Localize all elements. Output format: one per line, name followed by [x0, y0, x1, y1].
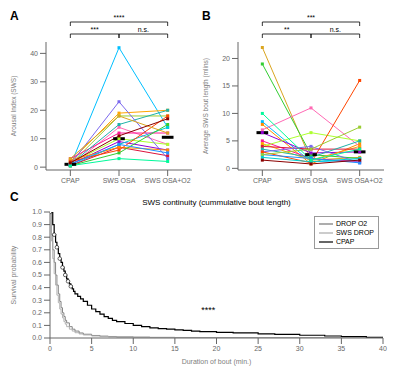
svg-text:0.8: 0.8: [32, 234, 42, 241]
svg-text:C: C: [10, 190, 19, 204]
svg-text:0.6: 0.6: [32, 259, 42, 266]
svg-text:**: **: [284, 26, 290, 33]
svg-text:0.5: 0.5: [32, 271, 42, 278]
svg-text:20: 20: [213, 345, 221, 352]
svg-text:***: ***: [307, 14, 315, 21]
svg-text:SWS continuity (cummulative bo: SWS continuity (cummulative bout length): [142, 198, 291, 207]
svg-text:25: 25: [254, 345, 262, 352]
svg-text:***: ***: [91, 26, 99, 33]
svg-text:0.3: 0.3: [32, 297, 42, 304]
svg-text:****: ****: [114, 14, 125, 21]
svg-text:30: 30: [30, 78, 38, 85]
svg-text:0.0: 0.0: [32, 334, 42, 341]
html-text:CPAP: CPAP: [335, 238, 355, 245]
svg-text:****: ****: [201, 305, 216, 315]
svg-text:A: A: [10, 9, 19, 23]
html-text:SWS DROP: SWS DROP: [335, 229, 374, 236]
svg-text:15: 15: [171, 345, 179, 352]
svg-text:40: 40: [30, 50, 38, 57]
svg-text:5: 5: [226, 137, 230, 144]
svg-text:10: 10: [129, 345, 137, 352]
svg-text:Average SWS bout length (mlins: Average SWS bout length (mlins): [202, 58, 210, 154]
svg-text:SWS OSA+O2: SWS OSA+O2: [337, 177, 383, 184]
svg-text:0.9: 0.9: [32, 221, 42, 228]
svg-text:40: 40: [379, 345, 387, 352]
html-text:DROP O2: DROP O2: [335, 220, 368, 227]
svg-text:SWS OSA: SWS OSA: [103, 177, 136, 184]
svg-text:0.2: 0.2: [32, 309, 42, 316]
svg-text:SWS OSA: SWS OSA: [295, 177, 328, 184]
svg-text:SWS OSA+O2: SWS OSA+O2: [145, 177, 191, 184]
svg-text:0.4: 0.4: [32, 284, 42, 291]
svg-text:n.s.: n.s.: [138, 26, 149, 33]
svg-text:10: 10: [222, 110, 230, 117]
svg-text:0: 0: [48, 345, 52, 352]
svg-text:20: 20: [30, 107, 38, 114]
svg-text:0.1: 0.1: [32, 322, 42, 329]
svg-text:0: 0: [226, 165, 230, 172]
svg-text:10: 10: [30, 135, 38, 142]
svg-text:B: B: [202, 9, 211, 23]
svg-text:Survival probability: Survival probability: [10, 245, 18, 304]
svg-text:20: 20: [222, 55, 230, 62]
svg-text:0: 0: [34, 164, 38, 171]
svg-text:Duration of bout (min.): Duration of bout (min.): [182, 358, 252, 366]
svg-text:Arousal Index (SWS): Arousal Index (SWS): [10, 76, 18, 137]
svg-text:n.s.: n.s.: [330, 26, 341, 33]
svg-text:CPAP: CPAP: [253, 177, 272, 184]
svg-text:0.7: 0.7: [32, 246, 42, 253]
svg-text:CPAP: CPAP: [61, 177, 80, 184]
svg-text:5: 5: [90, 345, 94, 352]
svg-text:30: 30: [296, 345, 304, 352]
svg-text:1.0: 1.0: [32, 208, 42, 215]
svg-text:35: 35: [337, 345, 345, 352]
svg-text:15: 15: [222, 82, 230, 89]
